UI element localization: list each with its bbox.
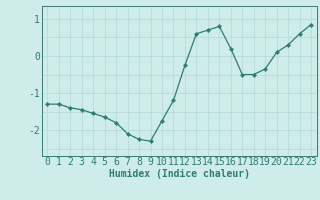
X-axis label: Humidex (Indice chaleur): Humidex (Indice chaleur) xyxy=(109,169,250,179)
